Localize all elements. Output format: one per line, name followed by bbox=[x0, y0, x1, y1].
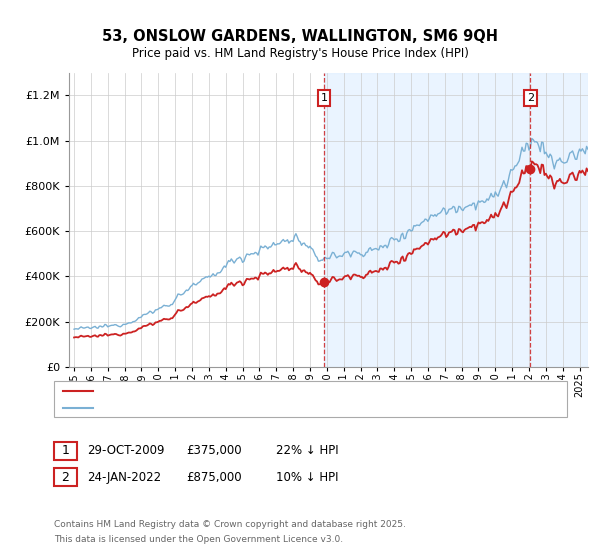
Text: 53, ONSLOW GARDENS, WALLINGTON, SM6 9QH: 53, ONSLOW GARDENS, WALLINGTON, SM6 9QH bbox=[102, 29, 498, 44]
Text: £875,000: £875,000 bbox=[186, 470, 242, 484]
Text: 53, ONSLOW GARDENS, WALLINGTON, SM6 9QH (detached house): 53, ONSLOW GARDENS, WALLINGTON, SM6 9QH … bbox=[99, 386, 445, 396]
Text: 10% ↓ HPI: 10% ↓ HPI bbox=[276, 470, 338, 484]
Text: £375,000: £375,000 bbox=[186, 444, 242, 458]
Text: 22% ↓ HPI: 22% ↓ HPI bbox=[276, 444, 338, 458]
Text: 1: 1 bbox=[320, 93, 328, 103]
Text: 2: 2 bbox=[61, 470, 70, 484]
Text: 29-OCT-2009: 29-OCT-2009 bbox=[87, 444, 164, 458]
Text: HPI: Average price, detached house, Sutton: HPI: Average price, detached house, Sutt… bbox=[99, 403, 326, 413]
Text: This data is licensed under the Open Government Licence v3.0.: This data is licensed under the Open Gov… bbox=[54, 535, 343, 544]
Text: 24-JAN-2022: 24-JAN-2022 bbox=[87, 470, 161, 484]
Text: Price paid vs. HM Land Registry's House Price Index (HPI): Price paid vs. HM Land Registry's House … bbox=[131, 46, 469, 60]
Text: 1: 1 bbox=[61, 444, 70, 458]
Text: 2: 2 bbox=[527, 93, 534, 103]
Text: Contains HM Land Registry data © Crown copyright and database right 2025.: Contains HM Land Registry data © Crown c… bbox=[54, 520, 406, 529]
Bar bbox=[324, 73, 588, 367]
